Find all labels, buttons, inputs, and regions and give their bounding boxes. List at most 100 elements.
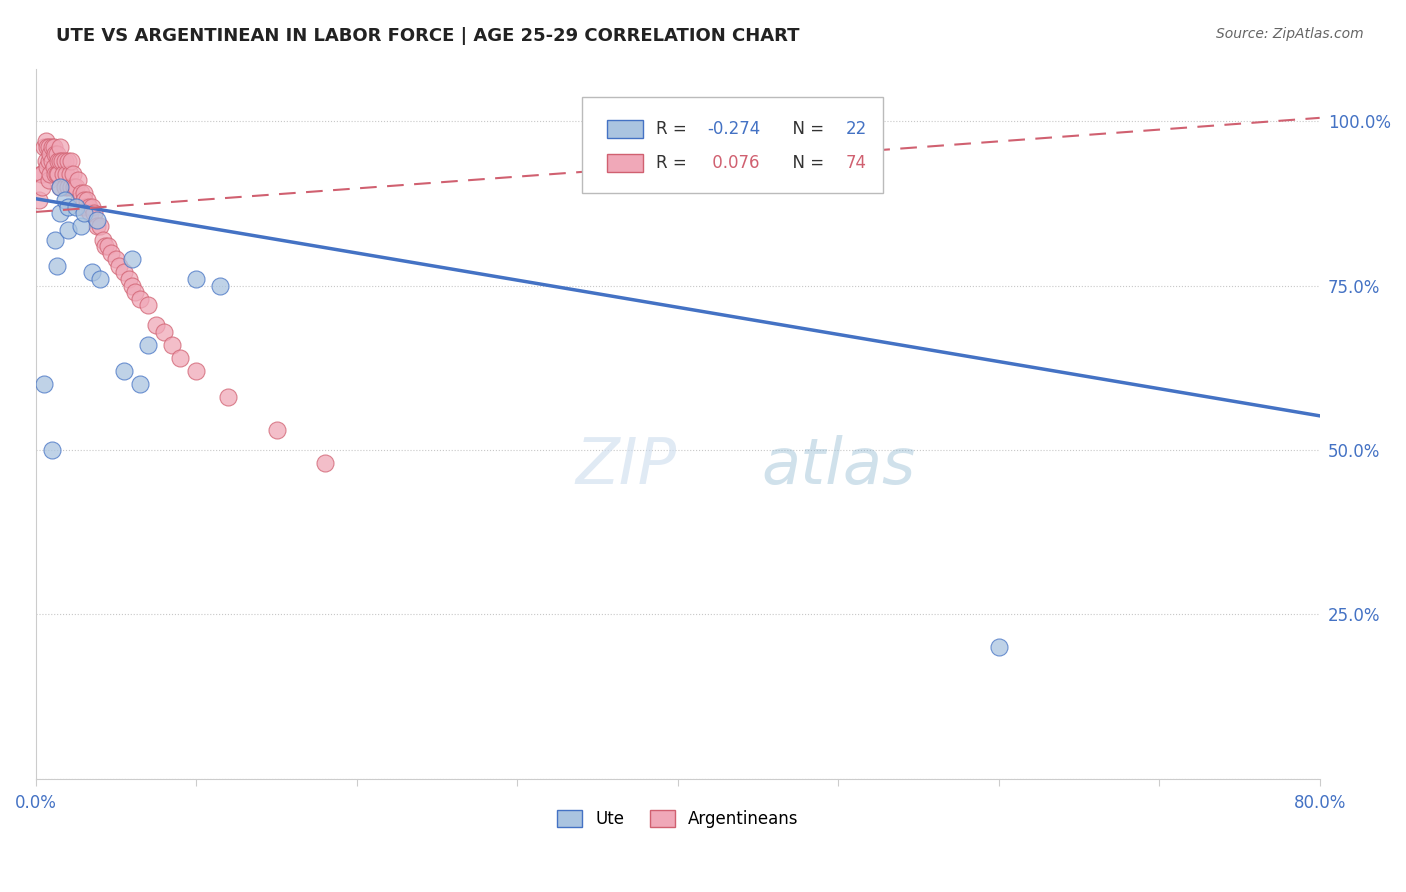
- Point: [31, 180, 53, 194]
- Point: [56, 222, 79, 236]
- Point: [49, 153, 72, 168]
- Point: [48, 167, 70, 181]
- Point: [89, 219, 111, 234]
- Point: [51, 153, 73, 168]
- Point: [56, 200, 79, 214]
- Point: [76, 193, 98, 207]
- Point: [32, 377, 55, 392]
- Text: 0.076: 0.076: [707, 153, 759, 172]
- Text: R =: R =: [657, 153, 692, 172]
- Point: [218, 391, 240, 405]
- Point: [136, 338, 159, 352]
- Point: [39, 147, 62, 161]
- Point: [118, 272, 141, 286]
- Point: [73, 206, 96, 220]
- Point: [105, 252, 128, 267]
- FancyBboxPatch shape: [607, 154, 643, 172]
- Point: [162, 338, 184, 352]
- Point: [56, 153, 79, 168]
- Point: [28, 193, 51, 207]
- Text: atlas: atlas: [761, 435, 915, 498]
- FancyBboxPatch shape: [607, 120, 643, 137]
- Point: [66, 173, 89, 187]
- Point: [112, 265, 135, 279]
- Point: [32, 140, 55, 154]
- Point: [53, 153, 76, 168]
- Point: [38, 173, 60, 187]
- Point: [49, 180, 72, 194]
- Point: [70, 186, 93, 201]
- Point: [83, 206, 105, 220]
- Point: [91, 233, 114, 247]
- Point: [48, 153, 70, 168]
- Point: [45, 147, 67, 161]
- Point: [124, 285, 146, 300]
- Point: [136, 298, 159, 312]
- Point: [49, 206, 72, 220]
- Text: N =: N =: [782, 153, 830, 172]
- Point: [52, 167, 75, 181]
- Point: [153, 325, 176, 339]
- Point: [53, 193, 76, 207]
- Point: [60, 153, 83, 168]
- Point: [38, 140, 60, 154]
- Text: 74: 74: [846, 153, 868, 172]
- Point: [45, 259, 67, 273]
- FancyBboxPatch shape: [582, 97, 883, 193]
- Point: [41, 140, 63, 154]
- Point: [82, 265, 104, 279]
- Text: R =: R =: [657, 120, 692, 137]
- Text: 22: 22: [846, 120, 868, 137]
- Point: [30, 167, 52, 181]
- Point: [86, 212, 108, 227]
- Point: [209, 278, 232, 293]
- Point: [112, 364, 135, 378]
- Point: [82, 200, 104, 214]
- Point: [129, 292, 152, 306]
- Point: [49, 140, 72, 154]
- Text: UTE VS ARGENTINEAN IN LABOR FORCE | AGE 25-29 CORRELATION CHART: UTE VS ARGENTINEAN IN LABOR FORCE | AGE …: [56, 27, 800, 45]
- Point: [73, 193, 96, 207]
- Point: [34, 153, 56, 168]
- Point: [65, 180, 87, 194]
- Point: [37, 140, 59, 154]
- Point: [56, 180, 79, 194]
- Text: -0.274: -0.274: [707, 120, 761, 137]
- Point: [100, 245, 122, 260]
- Point: [94, 239, 117, 253]
- Point: [121, 252, 143, 267]
- Point: [38, 153, 60, 168]
- Point: [75, 200, 97, 214]
- Text: Source: ZipAtlas.com: Source: ZipAtlas.com: [1216, 27, 1364, 41]
- Point: [55, 167, 77, 181]
- Point: [108, 259, 131, 273]
- Point: [129, 377, 152, 392]
- Point: [266, 423, 288, 437]
- Text: N =: N =: [782, 120, 830, 137]
- Point: [97, 239, 120, 253]
- Legend: Ute, Argentineans: Ute, Argentineans: [551, 803, 806, 835]
- Text: ZIP: ZIP: [575, 435, 676, 498]
- Point: [67, 193, 90, 207]
- Point: [39, 167, 62, 181]
- Point: [45, 167, 67, 181]
- Point: [86, 219, 108, 234]
- Point: [79, 206, 101, 220]
- Point: [60, 180, 83, 194]
- Point: [62, 167, 84, 181]
- Point: [44, 147, 66, 161]
- Point: [72, 200, 94, 214]
- Point: [145, 318, 167, 332]
- Point: [31, 167, 53, 181]
- Point: [59, 167, 82, 181]
- Point: [53, 180, 76, 194]
- Point: [186, 364, 208, 378]
- Point: [77, 200, 100, 214]
- Point: [169, 351, 191, 365]
- Point: [63, 180, 86, 194]
- Point: [42, 140, 65, 154]
- Point: [42, 160, 65, 174]
- Point: [314, 456, 336, 470]
- Point: [987, 640, 1010, 655]
- Point: [70, 219, 93, 234]
